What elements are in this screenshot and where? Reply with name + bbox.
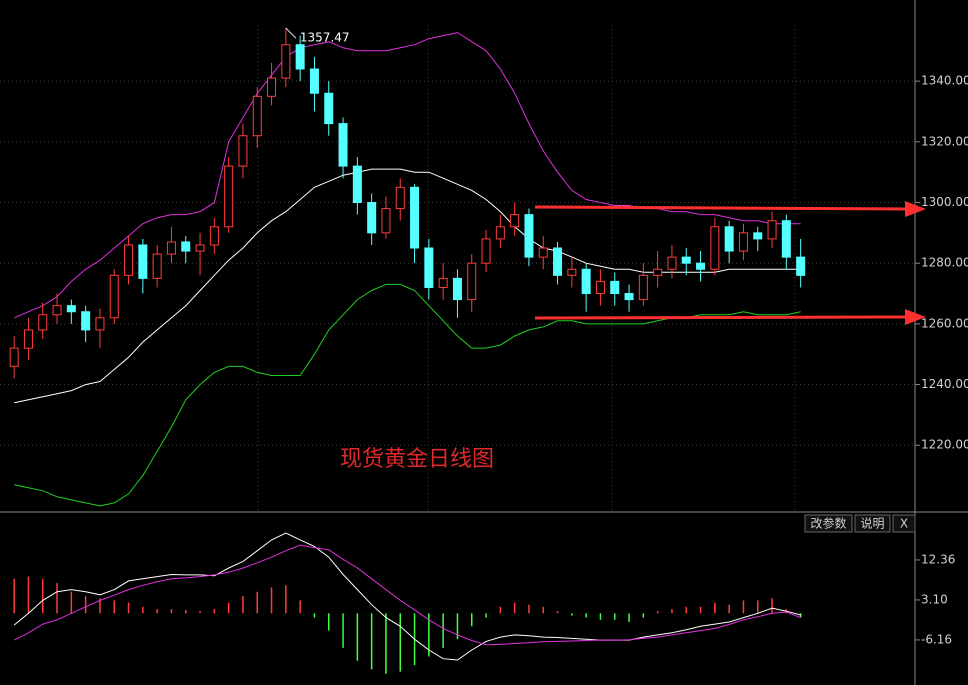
candle-body — [696, 262, 706, 270]
candle-body — [367, 202, 377, 234]
candle-body — [138, 244, 148, 279]
candle-body — [224, 165, 234, 228]
candle-body — [581, 268, 591, 295]
candle-body — [109, 274, 119, 319]
y-tick-label: 1300.00 — [921, 195, 968, 209]
candle-body — [281, 44, 291, 79]
candle-body — [724, 226, 734, 252]
candle-body — [410, 186, 420, 249]
candle-body — [124, 244, 134, 276]
button-frame[interactable] — [804, 514, 853, 533]
annotation: 1357.47 — [300, 31, 350, 45]
candle-body — [38, 314, 48, 331]
candle-body — [267, 77, 277, 97]
candle-body — [252, 95, 262, 137]
candle-body — [9, 347, 19, 367]
button-frame[interactable] — [854, 514, 891, 533]
candle-body — [166, 241, 176, 255]
toolbar: 改参数 说明 X — [804, 514, 916, 533]
annotation-marker — [285, 27, 297, 39]
candle-body — [66, 305, 76, 313]
button-frame[interactable] — [892, 514, 916, 533]
candle-body — [524, 214, 534, 258]
trend-line — [534, 205, 909, 211]
y-tick-label: 3.10 — [921, 592, 948, 606]
candle-body — [538, 247, 548, 258]
candle-body — [338, 123, 348, 167]
y-tick-label: -6.16 — [921, 632, 952, 646]
trend-line — [534, 315, 909, 320]
indicator-line — [14, 32, 801, 319]
candle-body — [52, 305, 62, 316]
y-tick-label: 1320.00 — [921, 134, 968, 148]
candle-body — [95, 317, 105, 331]
candle-body — [352, 165, 362, 204]
button-label[interactable]: X — [900, 517, 908, 531]
candle-body — [667, 256, 677, 270]
candle-body — [424, 247, 434, 288]
candle-body — [553, 247, 563, 276]
y-tick-label: 1280.00 — [921, 256, 968, 270]
candle-body — [181, 241, 191, 252]
candle-body — [438, 277, 448, 288]
candle-body — [381, 208, 391, 234]
y-tick-label: 1340.00 — [921, 74, 968, 88]
button[interactable]: 改参数 — [804, 514, 853, 533]
y-tick-label: 1240.00 — [921, 377, 968, 391]
candle-body — [638, 274, 648, 301]
candle-body — [195, 244, 205, 252]
macd-panel: 12.36 3.10 -6.16 — [13, 532, 955, 674]
candle-body — [624, 293, 634, 301]
button[interactable]: 说明 — [854, 514, 891, 533]
button[interactable]: X — [892, 514, 916, 533]
candle-body — [152, 253, 162, 279]
candle-body — [681, 256, 691, 264]
candle-body — [467, 262, 477, 301]
candle-body — [767, 220, 777, 240]
candle-body — [781, 220, 791, 258]
candle-body — [796, 256, 806, 276]
chart-title: 现货黄金日线图 — [340, 447, 494, 472]
candle-body — [753, 232, 763, 240]
button-label[interactable]: 说明 — [860, 516, 884, 531]
candle-body — [23, 329, 33, 349]
candle-body — [395, 186, 405, 210]
candle-body — [567, 268, 577, 276]
candle-body — [209, 226, 219, 246]
candle-body — [309, 68, 319, 94]
candle-body — [81, 311, 91, 331]
arrow-head — [905, 309, 926, 325]
candle-body — [510, 214, 520, 228]
candle-body — [710, 226, 720, 270]
candle-body — [610, 280, 620, 295]
button-label[interactable]: 改参数 — [810, 516, 846, 531]
candle-body — [595, 280, 605, 295]
arrow-head — [905, 201, 926, 217]
candle-body — [481, 238, 491, 264]
candle-body — [738, 232, 748, 252]
indicator-line — [13, 532, 801, 661]
candle-body — [238, 135, 248, 167]
indicator-line — [13, 544, 801, 646]
trend-arrows — [534, 201, 926, 325]
y-tick-label: 1260.00 — [921, 316, 968, 330]
candle-body — [653, 268, 663, 276]
y-tick-label: 12.36 — [921, 552, 955, 566]
indicator-line — [14, 168, 801, 404]
price-panel: 1220.00 1240.00 1260.00 1280.00 1300.00 1320.… — [0, 27, 968, 507]
candle-body — [452, 277, 462, 301]
candle-body — [324, 92, 334, 125]
y-tick-label: 1220.00 — [921, 438, 968, 452]
candle-body — [495, 226, 505, 240]
candle-body — [295, 44, 305, 70]
